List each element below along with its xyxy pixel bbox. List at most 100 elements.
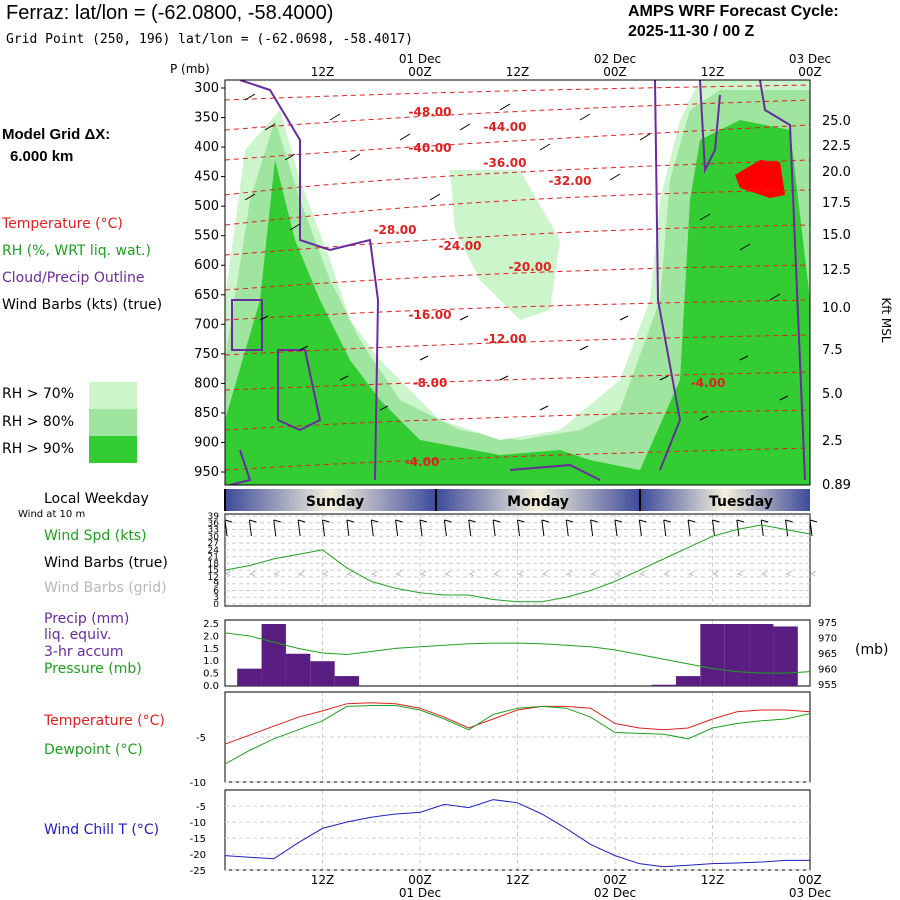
rh-shading xyxy=(225,80,810,485)
precip-tick-1.5: 1.5 xyxy=(203,644,219,655)
grid-barb-5 xyxy=(346,570,354,577)
bottom-hour-label-1: 00Z xyxy=(408,873,432,887)
precip-tick-0.0: 0.0 xyxy=(203,681,219,692)
pressure-label: Pressure (mb) xyxy=(44,661,142,677)
grid-barb-23 xyxy=(785,570,792,577)
bottom-hour-label-0: 12Z xyxy=(311,873,335,887)
true-barb-6 xyxy=(370,519,379,537)
wind-chill-line xyxy=(224,799,810,868)
grid-barb-11 xyxy=(492,570,500,577)
true-barb-10 xyxy=(468,519,476,537)
grid-barb-15 xyxy=(590,570,597,577)
weekday-monday-label: Monday xyxy=(507,494,569,510)
pressure-axis: 300 350 400 450 500 550 600 650 700 750 800 850 900 9… xyxy=(194,81,225,480)
legend-wind-barbs: Wind Barbs (kts) (true) xyxy=(2,297,163,313)
true-barb-18 xyxy=(663,519,671,537)
true-barb-4 xyxy=(322,519,330,537)
true-barb-13 xyxy=(541,519,550,537)
temp-tick--10: -10 xyxy=(190,778,206,789)
pressure-tick-650: 650 xyxy=(194,288,219,303)
height-tick-10: 0.89 xyxy=(822,478,851,493)
height-tick-8: 5.0 xyxy=(822,387,843,402)
chill-tick--10: -10 xyxy=(190,818,206,829)
wind-tick-27: 27 xyxy=(208,539,219,549)
legend-rh70-swatch xyxy=(89,382,137,409)
wind-height-note: Wind at 10 m xyxy=(18,509,86,520)
grid-point-label: Grid Point (250, 196) lat/lon = (-62.069… xyxy=(6,32,413,47)
height-tick-9: 2.5 xyxy=(822,434,843,449)
true-barb-21 xyxy=(736,519,745,537)
isotherm-label-0: -48.00 xyxy=(409,105,452,119)
isotherm-label-5: -28.00 xyxy=(374,223,417,237)
bottom-hour-label-3: 00Z xyxy=(603,873,627,887)
isotherm-label-7: -20.00 xyxy=(509,260,552,274)
pressure-tick-400: 400 xyxy=(194,140,219,155)
bottom-hour-label-2: 12Z xyxy=(506,873,530,887)
windchill-panel-frame xyxy=(224,789,811,871)
bottom-date-label-2: 03 Dec xyxy=(789,886,831,900)
wind-tick-12: 12 xyxy=(208,573,219,583)
grid-barb-17 xyxy=(639,570,646,577)
isotherm-label-6: -24.00 xyxy=(439,239,482,253)
pressure-line xyxy=(224,632,811,674)
true-barb-8 xyxy=(419,519,428,537)
isotherm-label-2: -40.00 xyxy=(409,141,452,155)
precip-tick-2.5: 2.5 xyxy=(203,619,219,630)
height-tick-4: 15.0 xyxy=(822,228,851,243)
forecast-cycle-value: 2025-11-30 / 00 Z xyxy=(628,23,755,40)
wind-tick-18: 18 xyxy=(208,559,220,569)
precip-panel-frame xyxy=(224,619,811,687)
legend-temperature: Temperature (°C) xyxy=(2,216,123,232)
grid-barb-0 xyxy=(224,570,232,577)
pressure-tick-750: 750 xyxy=(194,347,219,362)
isotherm-label-3: -36.00 xyxy=(484,156,527,170)
isotherm-label-12: -4.00 xyxy=(405,455,440,469)
top-hour-label-1: 00Z xyxy=(408,65,432,79)
top-hour-label-3: 00Z xyxy=(603,65,627,79)
true-barb-1 xyxy=(248,519,257,537)
precip-bar-4 xyxy=(310,661,335,686)
top-hour-label-2: 12Z xyxy=(506,65,530,79)
precip-bar-21 xyxy=(724,624,750,686)
wind-tick-6: 6 xyxy=(213,586,219,596)
bottom-hour-label-5: 00Z xyxy=(798,873,822,887)
grid-barb-6 xyxy=(370,570,378,577)
wind-tick-15: 15 xyxy=(208,566,219,576)
height-tick-6: 10.0 xyxy=(822,301,851,316)
top-hour-label-0: 12Z xyxy=(311,65,335,79)
precip-bar-20 xyxy=(700,624,725,686)
wind-tick-33: 33 xyxy=(208,526,219,536)
wind-tick-39: 39 xyxy=(208,512,220,522)
wind-tick-0: 0 xyxy=(213,600,219,610)
true-barb-12 xyxy=(517,519,525,537)
pressure-tick-300: 300 xyxy=(194,81,219,96)
grid-barb-24 xyxy=(809,570,817,577)
pressure-tick-350: 350 xyxy=(194,111,219,126)
chill-tick--20: -20 xyxy=(190,850,206,861)
true-barb-5 xyxy=(346,519,355,537)
station-title: Ferraz: lat/lon = (-62.0800, -58.4000) xyxy=(6,2,334,24)
weekday-sunday-bar xyxy=(225,489,436,511)
true-barb-20 xyxy=(712,519,720,537)
top-date-label-0: 01 Dec xyxy=(399,52,441,66)
precip-bar-1 xyxy=(237,668,262,686)
model-grid-label: Model Grid ΔX: xyxy=(2,126,111,143)
pressure-tick-900: 900 xyxy=(194,435,219,450)
top-hour-label-4: 12Z xyxy=(701,65,725,79)
wind-panel-frame xyxy=(224,513,811,607)
precip-bar-19 xyxy=(675,676,701,686)
wind-tick-24: 24 xyxy=(208,546,220,556)
pressure-tick-r-965: 965 xyxy=(818,649,837,660)
pressure-tick-800: 800 xyxy=(194,376,219,391)
legend-cloud: Cloud/Precip Outline xyxy=(2,270,145,286)
pressure-tick-r-970: 970 xyxy=(818,634,837,645)
precip-bar-22 xyxy=(749,624,774,686)
top-hour-label-5: 00Z xyxy=(798,65,822,79)
grid-barb-19 xyxy=(687,570,695,577)
chill-tick--15: -15 xyxy=(190,834,206,845)
grid-barb-2 xyxy=(273,570,281,577)
height-tick-1: 22.5 xyxy=(822,139,851,154)
true-barb-24 xyxy=(809,519,818,537)
bottom-date-label-0: 01 Dec xyxy=(399,886,441,900)
